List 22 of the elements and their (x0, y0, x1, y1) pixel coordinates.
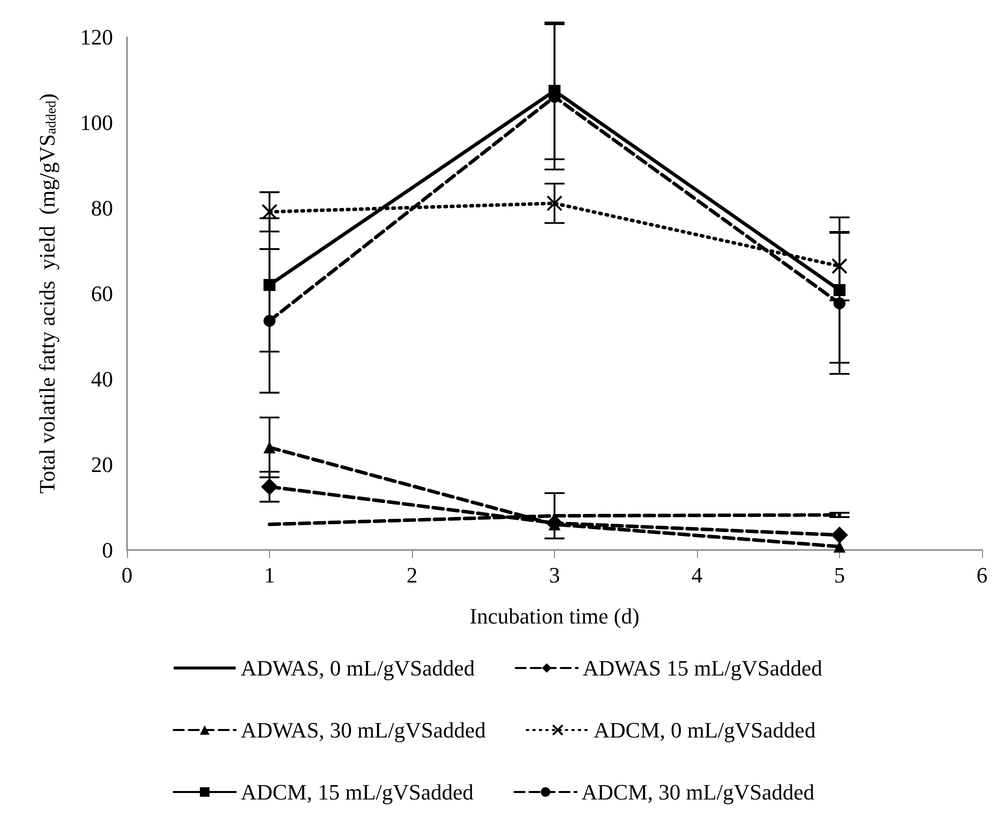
x-tick-label: 3 (549, 562, 560, 588)
y-tick-label: 0 (102, 538, 113, 562)
x-tick-label: 6 (976, 562, 988, 588)
y-tick-label: 100 (80, 110, 113, 135)
legend-label: ADWAS 15 mL/gVSadded (582, 656, 822, 680)
y-tick-label: 20 (91, 452, 113, 477)
y-tick-label: 40 (91, 366, 113, 392)
y-tick-label: 120 (80, 24, 113, 50)
y-tick-label: 60 (91, 281, 113, 306)
x-tick-label: 1 (264, 562, 275, 588)
legend-label: ADCM, 30 mL/gVSadded (582, 780, 814, 804)
legend-label: ADCM, 15 mL/gVSadded (240, 780, 474, 804)
y-tick-label: 80 (91, 196, 113, 220)
legend-label: ADCM, 0 mL/gVSadded (594, 718, 816, 742)
x-tick-label: 2 (406, 562, 418, 588)
x-axis-title: Incubation time (d) (470, 604, 640, 628)
x-tick-label: 4 (692, 562, 702, 588)
legend-label: ADWAS, 30 mL/gVSadded (240, 718, 486, 742)
y-axis-title: Total volatile fatty acids yield (mg/gVSadded) (34, 93, 60, 494)
x-tick-label: 0 (122, 562, 132, 588)
x-tick-label: 5 (834, 562, 845, 588)
legend-label: ADWAS, 0 mL/gVSadded (240, 656, 475, 680)
